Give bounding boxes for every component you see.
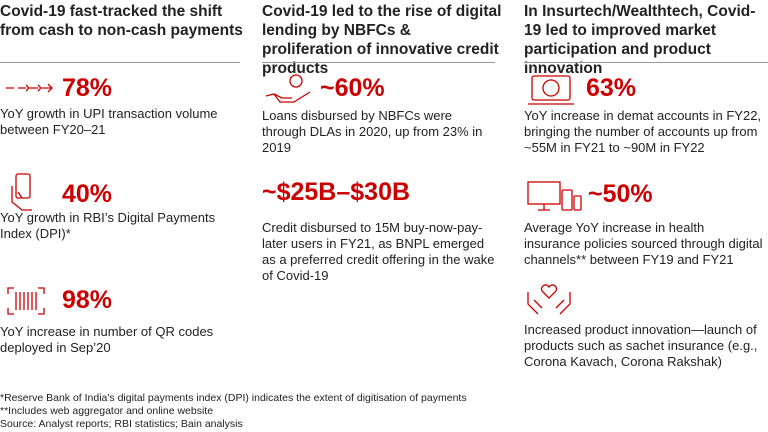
stat-value: 78% (62, 74, 113, 102)
card-icon (11, 173, 32, 211)
stat-text: YoY increase in demat accounts in FY22, … (524, 108, 762, 155)
stat-value: ~50% (588, 180, 653, 208)
column-heading: Covid-19 led to the rise of digital lend… (262, 3, 502, 77)
divider (262, 62, 495, 63)
column-heading: In Insurtech/Wealthtech, Covid-19 led to… (524, 3, 756, 77)
hand-coin-icon (265, 74, 311, 103)
qr-icon (7, 287, 45, 315)
footnote: **Includes web aggregator and online web… (0, 405, 214, 417)
stat-text: Increased product innovation—launch of p… (524, 322, 758, 369)
footnote: Source: Analyst reports; RBI statistics;… (0, 418, 243, 430)
stat-text: YoY growth in UPI transaction volume bet… (0, 106, 218, 137)
stat-value: ~60% (320, 74, 385, 102)
stat-value: ~$25B–$30B (262, 178, 411, 206)
laptop-dollar-icon (528, 75, 574, 105)
stat-value: 40% (62, 180, 113, 208)
stat-text: Loans disbursed by NBFCs were through DL… (262, 108, 483, 155)
devices-icon (527, 181, 582, 211)
stat-text: YoY growth in RBI’s Digital Payments Ind… (0, 210, 216, 241)
hands-heart-icon (527, 284, 571, 315)
stat-value: 98% (62, 286, 113, 314)
stat-text: Credit disbursed to 15M buy-now-pay-late… (262, 220, 495, 283)
stat-value: 63% (586, 74, 637, 102)
stat-text: Average YoY increase in health insurance… (524, 220, 763, 267)
stat-text: YoY increase in number of QR codes deplo… (0, 324, 214, 355)
divider (0, 62, 240, 63)
arrow-icon (6, 83, 53, 93)
column-heading: Covid-19 fast-tracked the shift from cas… (0, 3, 243, 39)
footnote: *Reserve Bank of India's digital payment… (0, 392, 467, 404)
divider (524, 62, 768, 63)
